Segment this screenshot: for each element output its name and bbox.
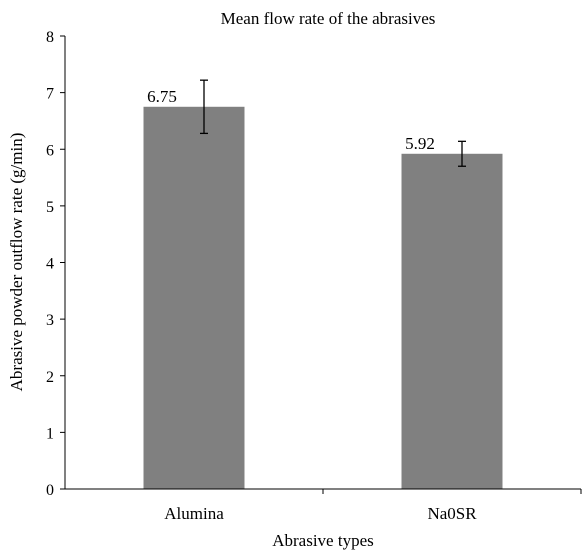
data-labels: 6.75 5.92 [147, 87, 435, 153]
y-tick-label: 6 [46, 142, 54, 159]
y-tick-label: 1 [46, 425, 54, 442]
y-tick-label: 0 [46, 482, 54, 499]
x-axis-label: Abrasive types [272, 531, 374, 550]
x-tick-label: Alumina [164, 504, 224, 523]
y-tick-label: 7 [46, 86, 54, 103]
data-label: 5.92 [405, 134, 435, 153]
x-axis-categories: Alumina Na0SR [164, 489, 582, 523]
y-tick-label: 2 [46, 369, 54, 386]
bar-na0sr [401, 153, 503, 489]
y-axis-label: Abrasive powder outflow rate (g/min) [7, 133, 26, 392]
bar-alumina [143, 106, 245, 489]
data-label: 6.75 [147, 87, 177, 106]
error-bars [200, 79, 466, 167]
y-axis-ticks: 0 1 2 3 4 5 6 7 8 [46, 29, 65, 499]
y-tick-label: 8 [46, 29, 54, 46]
chart-title: Mean flow rate of the abrasives [221, 9, 436, 28]
bars [143, 106, 503, 489]
y-tick-label: 4 [46, 256, 54, 273]
y-tick-label: 3 [46, 312, 54, 329]
x-tick-label: Na0SR [427, 504, 477, 523]
y-tick-label: 5 [46, 199, 54, 216]
error-bar-alumina [200, 79, 208, 135]
error-bar-na0sr [458, 140, 466, 167]
